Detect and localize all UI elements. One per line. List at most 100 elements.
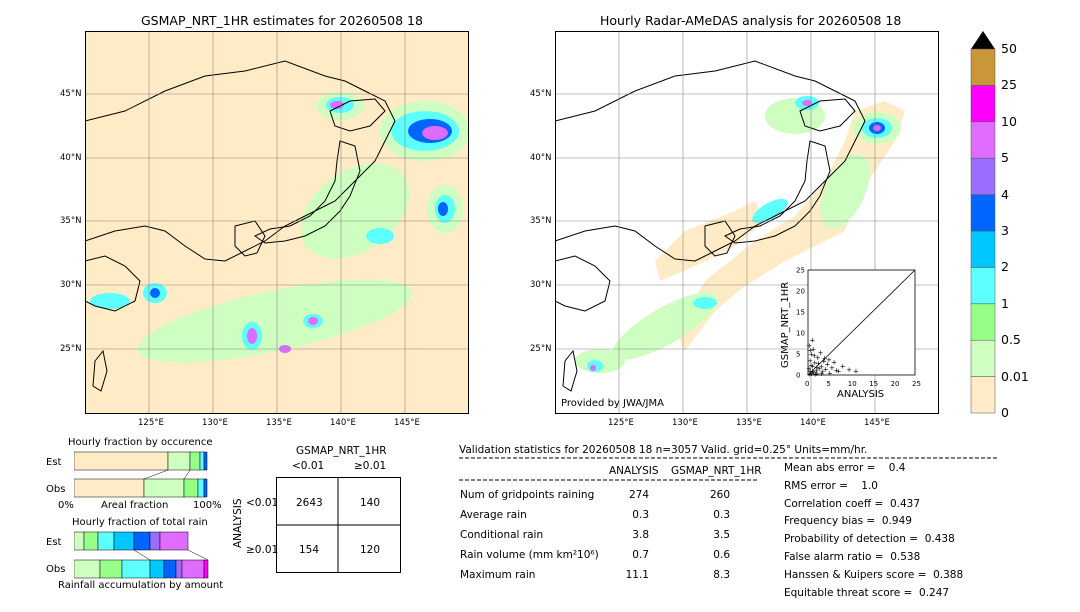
scatter-point: + xyxy=(810,345,816,353)
occurrence-est-label: Est xyxy=(46,457,62,468)
scatter-point: + xyxy=(808,351,814,359)
scatter-point: + xyxy=(827,369,833,377)
contingency-cell-12: 140 xyxy=(360,497,381,509)
left-lon-135: 135°E xyxy=(266,418,292,428)
total-rain-title: Hourly fraction of total rain xyxy=(72,517,208,528)
validation-score: Hanssen & Kuipers score = 0.388 xyxy=(784,568,964,581)
colorbar-segment xyxy=(970,230,996,268)
validation-row-gsmap: 260 xyxy=(709,489,730,501)
scatter-point: + xyxy=(829,364,835,372)
colorbar-segment xyxy=(970,194,996,232)
validation-score: Correlation coeff = 0.437 xyxy=(784,497,920,510)
right-lon-135: 135°E xyxy=(736,418,762,428)
scatter-points: ++++++++++++++++++++++++ + +++ +++++++++++ + xyxy=(806,337,859,379)
contingency-header: GSMAP_NRT_1HR xyxy=(296,445,387,457)
contingency-cell-11: 2643 xyxy=(296,497,323,509)
colorbar-label: 0.01 xyxy=(1001,368,1029,384)
scatter-y-label: GSMAP_NRT_1HR xyxy=(780,281,791,368)
scatter-point: + xyxy=(808,346,814,354)
scatter-point: + xyxy=(826,356,832,364)
colorbar-label: 4 xyxy=(1001,186,1009,202)
validation-row-analysis: 0.7 xyxy=(632,549,649,561)
occurrence-obs-label: Obs xyxy=(46,484,66,495)
right-map-title: Hourly Radar-AMeDAS analysis for 2026050… xyxy=(600,13,902,28)
scatter-point: + xyxy=(840,362,846,370)
scatter-point: + xyxy=(806,365,812,373)
scatter-y-tick: 5 xyxy=(796,351,800,359)
validation-row-analysis: 3.8 xyxy=(632,529,649,541)
colorbar-segment xyxy=(970,267,996,305)
scatter-point: + xyxy=(831,358,837,366)
validation-score: Frequency bias = 0.949 xyxy=(784,515,912,528)
scatter-point: + xyxy=(806,342,812,350)
accumulation-label: Rainfall accumulation by amount xyxy=(58,580,224,591)
scatter-x-tick: 25 xyxy=(912,380,921,388)
right-lon-125: 125°E xyxy=(608,418,634,428)
colorbar-label: 10 xyxy=(1001,113,1017,129)
colorbar-segment xyxy=(970,303,996,341)
validation-col-analysis: ANALYSIS xyxy=(609,465,659,477)
validation-row-analysis: 11.1 xyxy=(625,569,649,581)
scatter-point: + xyxy=(811,352,817,360)
colorbar-label: 0.5 xyxy=(1001,332,1021,348)
colorbar-segment xyxy=(970,48,996,86)
right-lat-25: 25°N xyxy=(530,344,552,354)
scatter-point: + xyxy=(814,370,820,378)
scatter-x-tick: 0 xyxy=(805,380,809,388)
scatter-point: + xyxy=(818,363,824,371)
colorbar-segment xyxy=(970,85,996,123)
validation-header: Validation statistics for 20260508 18 n=… xyxy=(459,444,868,456)
left-map-frame xyxy=(85,31,469,414)
left-map xyxy=(85,31,469,414)
right-lat-35: 35°N xyxy=(530,216,552,226)
contingency-row-axis: ANALYSIS xyxy=(232,498,244,548)
scatter-point: + xyxy=(815,354,821,362)
scatter-y-tick: 10 xyxy=(796,330,805,338)
scatter-point: + xyxy=(808,361,814,369)
occurrence-bars xyxy=(74,451,208,498)
axis-left-label: 0% xyxy=(58,500,74,511)
scatter-x-tick: 5 xyxy=(826,380,830,388)
scatter-point: + xyxy=(824,361,830,369)
scatter-point: + xyxy=(821,358,827,366)
scatter-point: + xyxy=(815,359,821,367)
left-lon-125: 125°E xyxy=(138,418,164,428)
right-lat-30: 30°N xyxy=(530,280,552,290)
validation-score: Mean abs error = 0.4 xyxy=(784,462,906,474)
scatter-point: + xyxy=(846,366,852,374)
colorbar-label: 50 xyxy=(1001,41,1017,56)
scatter-point: + xyxy=(814,364,820,372)
right-lon-130: 130°E xyxy=(672,418,698,428)
validation-score: Probability of detection = 0.438 xyxy=(784,533,955,546)
left-lat-30: 30°N xyxy=(60,280,82,290)
colorbar-segment xyxy=(970,157,996,195)
colorbar-segment xyxy=(970,121,996,159)
validation-row-gsmap: 0.6 xyxy=(713,549,730,561)
colorbar-label: 0 xyxy=(1001,405,1009,420)
colorbar-segment xyxy=(970,339,996,377)
validation-table-rule xyxy=(459,479,757,481)
left-lon-130: 130°E xyxy=(202,418,228,428)
scatter-point: + xyxy=(809,337,815,345)
scatter-point: + xyxy=(807,371,813,379)
left-lon-140: 140°E xyxy=(330,418,356,428)
contingency-row2: ≥0.01 xyxy=(246,544,279,556)
validation-row-label: Rain volume (mm km²10⁶) xyxy=(460,549,599,561)
scatter-inset: ++++++++++++++++++++++++ + +++ +++++++++++ +… xyxy=(796,267,921,389)
validation-row-analysis: 0.3 xyxy=(632,509,649,521)
colorbar xyxy=(970,31,996,414)
scatter-point: + xyxy=(812,359,818,367)
axis-mid-label: Areal fraction xyxy=(101,500,169,511)
provided-by-label: Provided by JWA/JMA xyxy=(561,398,664,409)
right-lon-140: 140°E xyxy=(800,418,826,428)
scatter-y-tick: 20 xyxy=(796,288,805,296)
scatter-point: + xyxy=(820,368,826,376)
scatter-point: + xyxy=(833,366,839,374)
total-est-label: Est xyxy=(46,537,62,548)
right-lat-45: 45°N xyxy=(530,89,552,99)
left-lat-25: 25°N xyxy=(60,344,82,354)
validation-score: RMS error = 1.0 xyxy=(784,479,878,492)
scatter-y-tick: 15 xyxy=(796,309,805,317)
contingency-col1: <0.01 xyxy=(292,460,325,472)
right-lon-145: 145°E xyxy=(864,418,890,428)
